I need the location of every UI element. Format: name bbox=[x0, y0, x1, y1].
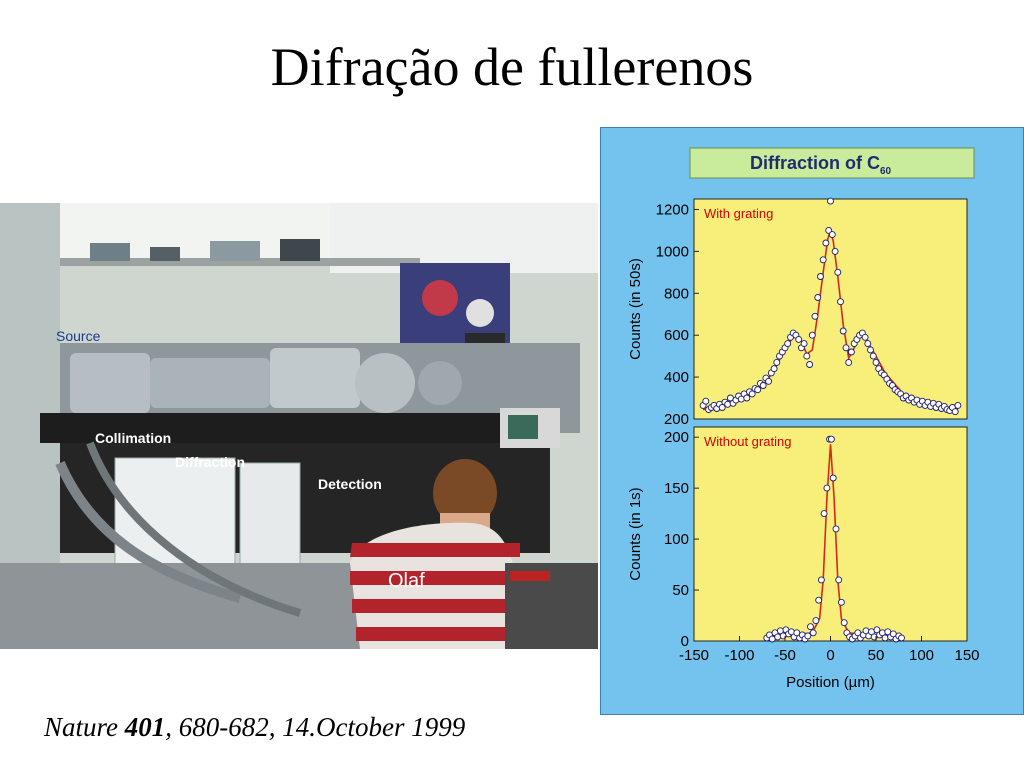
panel-label-1: Without grating bbox=[704, 434, 791, 449]
citation: Nature 401, 680-682, 14.October 1999 bbox=[44, 712, 465, 743]
plot-area-1 bbox=[693, 426, 968, 642]
data-point-1-22 bbox=[823, 484, 831, 492]
y-tick-label-0-3: 800 bbox=[664, 285, 689, 302]
data-point-0-60 bbox=[861, 333, 869, 341]
data-point-0-64 bbox=[872, 358, 880, 366]
data-point-1-19 bbox=[815, 596, 823, 604]
photo-label-diffraction: Diffraction bbox=[175, 454, 245, 470]
data-point-1-15 bbox=[804, 632, 812, 640]
photo-label-collimation: Collimation bbox=[95, 430, 171, 446]
chart-title-box bbox=[689, 147, 975, 179]
y-tick-label-0-1: 400 bbox=[664, 369, 689, 386]
data-point-0-41 bbox=[811, 312, 819, 320]
data-point-0-52 bbox=[839, 327, 847, 335]
y-tick-label-0-2: 600 bbox=[664, 327, 689, 344]
data-point-0-50 bbox=[834, 268, 842, 276]
lab-photo: Source Collimation Diffraction Detection… bbox=[0, 203, 598, 649]
x-tick-label-2: -50 bbox=[774, 647, 796, 664]
y-axis-title-1: Counts (in 1s) bbox=[627, 487, 644, 580]
data-point-1-20 bbox=[817, 576, 825, 584]
data-point-0-20 bbox=[754, 386, 762, 394]
diffraction-chart-panel: Diffraction of C60 200 400 600 800 1000 1200 C… bbox=[600, 127, 1024, 715]
y-tick-label-0-5: 1200 bbox=[656, 201, 689, 218]
data-point-0-47 bbox=[827, 197, 834, 205]
photo-label-person: Olaf bbox=[388, 570, 425, 592]
data-point-0-55 bbox=[847, 348, 855, 356]
data-point-0-39 bbox=[806, 361, 814, 368]
data-point-0-40 bbox=[808, 331, 816, 339]
x-tick-label-4: 50 bbox=[868, 647, 885, 664]
slide-title: Difração de fullerenos bbox=[270, 37, 754, 97]
data-point-1-4 bbox=[774, 633, 782, 641]
data-point-1-27 bbox=[835, 576, 843, 584]
x-tick-label-1: -100 bbox=[724, 647, 754, 664]
data-point-0-7 bbox=[718, 404, 726, 411]
data-point-0-43 bbox=[817, 273, 824, 280]
photo-label-source: Source bbox=[56, 328, 101, 344]
data-point-1-28 bbox=[837, 598, 845, 606]
diffraction-chart: Diffraction of C60 20040060080010001200C… bbox=[600, 127, 1024, 715]
data-point-1-24 bbox=[827, 435, 835, 443]
data-point-0-37 bbox=[800, 340, 808, 348]
y-tick-label-1-3: 150 bbox=[664, 480, 689, 497]
data-point-1-50 bbox=[898, 634, 905, 642]
data-point-0-35 bbox=[795, 335, 803, 343]
data-point-1-44 bbox=[881, 634, 889, 642]
panel-label-0: With grating bbox=[704, 206, 773, 221]
x-tick-label-3: 0 bbox=[826, 647, 834, 664]
lab-photo-illustration: Source Collimation Diffraction Detection… bbox=[0, 203, 598, 649]
data-point-1-16 bbox=[807, 623, 814, 631]
citation-rest: , 680-682, 14.October 1999 bbox=[165, 712, 466, 742]
y-axis-title-0: Counts (in 50s) bbox=[627, 258, 644, 360]
data-point-0-16 bbox=[743, 394, 751, 402]
data-point-0-61 bbox=[864, 340, 872, 348]
data-point-0-63 bbox=[869, 352, 877, 360]
data-point-1-29 bbox=[840, 619, 848, 627]
data-point-0-49 bbox=[831, 247, 839, 255]
data-point-0-38 bbox=[803, 352, 811, 360]
x-axis-title: Position (µm) bbox=[786, 674, 875, 691]
data-point-1-18 bbox=[812, 617, 820, 625]
data-point-0-51 bbox=[837, 298, 844, 306]
citation-volume: 401 bbox=[124, 712, 166, 742]
y-tick-label-0-4: 1000 bbox=[656, 243, 689, 260]
data-point-0-54 bbox=[845, 358, 853, 366]
y-tick-label-0-0: 200 bbox=[664, 411, 689, 428]
data-point-0-26 bbox=[770, 365, 778, 373]
chart-title: Diffraction of C60 bbox=[750, 153, 892, 177]
data-point-1-17 bbox=[809, 629, 817, 637]
y-tick-label-1-1: 50 bbox=[672, 582, 689, 599]
chart-title-main: Diffraction of C bbox=[750, 153, 880, 173]
x-tick-label-6: 150 bbox=[954, 647, 979, 664]
data-point-1-25 bbox=[829, 474, 837, 482]
data-point-0-62 bbox=[867, 346, 874, 354]
data-point-1-21 bbox=[820, 510, 828, 518]
data-point-0-22 bbox=[759, 382, 767, 389]
data-point-0-18 bbox=[748, 390, 756, 398]
data-point-0-31 bbox=[784, 340, 792, 348]
y-tick-label-1-4: 200 bbox=[664, 429, 689, 446]
data-point-0-24 bbox=[765, 377, 773, 385]
data-point-0-42 bbox=[814, 294, 822, 301]
y-tick-label-1-0: 0 bbox=[681, 633, 689, 650]
y-tick-label-1-2: 100 bbox=[664, 531, 689, 548]
data-point-0-44 bbox=[819, 256, 827, 264]
data-point-1-26 bbox=[832, 525, 840, 533]
citation-journal: Nature bbox=[44, 712, 125, 742]
data-point-0-48 bbox=[828, 231, 836, 239]
chart-title-subscript: 60 bbox=[880, 166, 892, 177]
data-point-0-93 bbox=[951, 408, 959, 416]
x-tick-label-5: 100 bbox=[909, 647, 934, 664]
data-point-0-53 bbox=[842, 344, 850, 352]
data-point-0-45 bbox=[822, 239, 830, 247]
photo-label-detection: Detection bbox=[318, 476, 382, 492]
data-point-0-27 bbox=[773, 358, 781, 366]
x-tick-label-0: -150 bbox=[679, 647, 709, 664]
data-point-0-1 bbox=[702, 397, 710, 405]
data-point-0-94 bbox=[954, 401, 962, 409]
